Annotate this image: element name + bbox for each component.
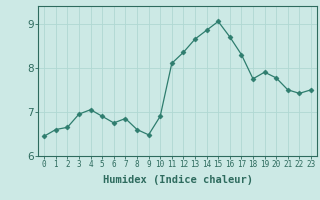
X-axis label: Humidex (Indice chaleur): Humidex (Indice chaleur): [103, 175, 252, 185]
